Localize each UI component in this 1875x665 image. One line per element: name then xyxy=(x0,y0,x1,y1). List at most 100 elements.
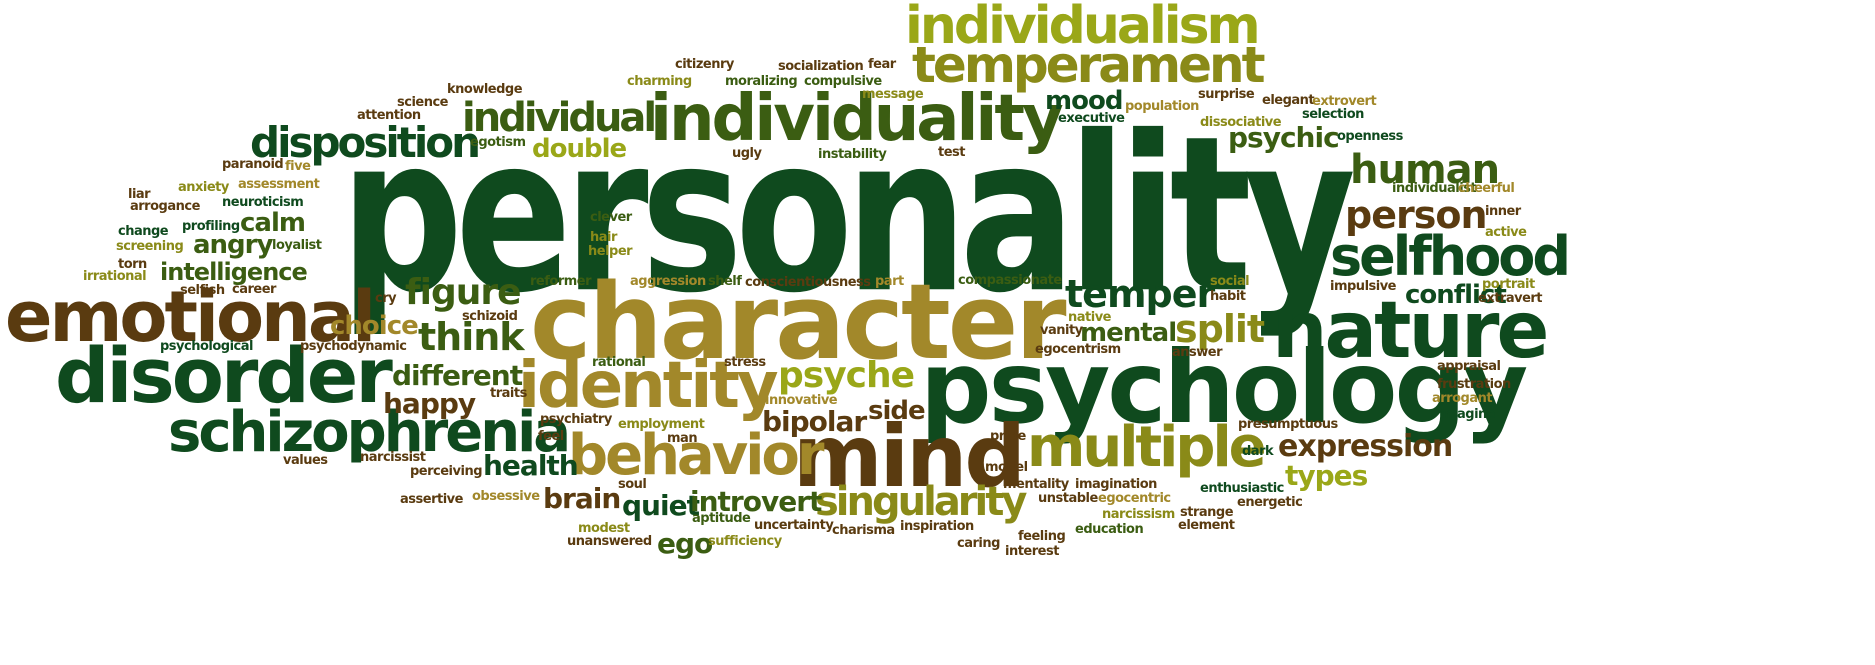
word-egocentric: egocentric xyxy=(1098,491,1171,506)
word-emotional: emotional xyxy=(5,276,376,358)
word-brain: brain xyxy=(543,482,621,515)
word-loyalist: loyalist xyxy=(272,238,322,253)
word-aggression: aggression xyxy=(630,274,706,289)
word-knowledge: knowledge xyxy=(447,82,523,97)
word-psychiatry: psychiatry xyxy=(540,412,612,427)
word-mind: mind xyxy=(793,407,1026,507)
word-extrovert: extrovert xyxy=(1312,94,1377,109)
word-choice: choice xyxy=(330,311,419,341)
word-temper: temper xyxy=(1065,272,1215,316)
word-interest: interest xyxy=(1005,544,1059,559)
word-five: five xyxy=(285,159,311,174)
word-reformer: reformer xyxy=(530,274,592,289)
word-inspiration: inspiration xyxy=(900,519,974,534)
word-elegant: elegant xyxy=(1262,93,1315,108)
word-mentality: mentality xyxy=(1003,477,1069,492)
word-career: career xyxy=(232,282,276,297)
word-science: science xyxy=(397,95,449,110)
word-identity: identity xyxy=(518,349,779,423)
word-conscientiousness: conscientiousness xyxy=(745,275,871,290)
word-expression: expression xyxy=(1278,429,1453,464)
word-shelf: shelf xyxy=(708,274,742,289)
word-values: values xyxy=(283,453,328,468)
word-instability: instability xyxy=(818,147,887,162)
word-message: message xyxy=(862,87,924,102)
word-bipolar: bipolar xyxy=(762,405,867,438)
word-individuality: individuality xyxy=(650,82,1064,156)
word-side: side xyxy=(868,396,926,426)
word-neuroticism: neuroticism xyxy=(222,195,304,210)
word-double: double xyxy=(532,134,627,164)
word-mental: mental xyxy=(1080,318,1177,348)
word-unstable: unstable xyxy=(1038,491,1098,506)
word-pride: pride xyxy=(990,429,1026,444)
word-strange: strange xyxy=(1180,505,1234,520)
word-extravert: extravert xyxy=(1478,291,1543,306)
word-compassionate: compassionate xyxy=(958,273,1062,288)
word-native: native xyxy=(1068,310,1112,325)
word-vanity: vanity xyxy=(1040,323,1083,338)
word-imagination: imagination xyxy=(1075,477,1157,492)
word-egotism: egotism xyxy=(470,135,526,150)
word-assessment: assessment xyxy=(238,177,320,192)
word-happy: happy xyxy=(383,387,476,420)
word-energetic: energetic xyxy=(1237,495,1303,510)
word-singularity: singularity xyxy=(815,479,1027,525)
word-ugly: ugly xyxy=(732,146,762,161)
word-paranoid: paranoid xyxy=(222,157,284,172)
word-charming: charming xyxy=(627,74,692,89)
word-caring: caring xyxy=(957,536,1000,551)
word-schizoid: schizoid xyxy=(462,309,518,324)
word-impulsive: impulsive xyxy=(1330,279,1397,294)
word-arrogance: arrogance xyxy=(130,199,200,214)
word-aptitude: aptitude xyxy=(692,511,751,526)
word-compulsive: compulsive xyxy=(804,74,882,89)
word-screening: screening xyxy=(116,239,184,254)
word-obsessive: obsessive xyxy=(472,489,540,504)
word-appraisal: appraisal xyxy=(1437,359,1501,374)
word-quiet: quiet xyxy=(622,489,700,522)
word-health: health xyxy=(483,449,579,482)
word-mood: mood xyxy=(1045,86,1123,116)
word-test: test xyxy=(938,145,965,160)
word-selection: selection xyxy=(1302,107,1364,122)
word-clever: clever xyxy=(590,210,632,225)
word-torn: torn xyxy=(118,257,147,272)
word-temperament: temperament xyxy=(912,36,1266,94)
word-individual: individual xyxy=(462,95,657,141)
word-ego: ego xyxy=(657,527,713,560)
word-irrational: irrational xyxy=(83,269,147,284)
word-personality: personality xyxy=(340,89,1356,341)
word-psyche: psyche xyxy=(778,355,915,396)
word-narcissism: narcissism xyxy=(1102,507,1175,522)
word-soul: soul xyxy=(618,477,647,492)
word-liar: liar xyxy=(128,187,151,202)
word-man: man xyxy=(667,431,698,446)
word-person: person xyxy=(1345,193,1487,237)
word-sufficiency: sufficiency xyxy=(708,534,782,549)
word-unanswered: unanswered xyxy=(567,534,652,549)
word-active: active xyxy=(1485,225,1527,240)
word-profiling: profiling xyxy=(182,219,240,234)
word-psychological: psychological xyxy=(160,339,254,354)
word-psychology: psychology xyxy=(920,329,1528,446)
word-different: different xyxy=(392,359,523,392)
word-dark: dark xyxy=(1242,444,1274,459)
word-openness: openness xyxy=(1337,129,1403,144)
word-imagine: imagine xyxy=(1440,407,1496,422)
word-schizophrenia: schizophrenia xyxy=(168,400,571,465)
word-psychic: psychic xyxy=(1228,121,1340,154)
word-attention: attention xyxy=(357,108,421,123)
word-feeling: feeling xyxy=(1018,529,1066,544)
word-perceiving: perceiving xyxy=(410,464,483,479)
word-social: social xyxy=(1210,274,1250,289)
word-individualist: individualist xyxy=(1392,181,1477,196)
word-character: character xyxy=(530,261,1067,383)
word-innovative: innovative xyxy=(765,393,838,408)
word-surprise: surprise xyxy=(1198,87,1255,102)
word-intelligence: intelligence xyxy=(160,258,308,286)
word-habit: habit xyxy=(1210,289,1246,304)
word-charisma: charisma xyxy=(832,523,895,538)
word-disorder: disorder xyxy=(55,331,393,420)
word-stress: stress xyxy=(724,355,766,370)
